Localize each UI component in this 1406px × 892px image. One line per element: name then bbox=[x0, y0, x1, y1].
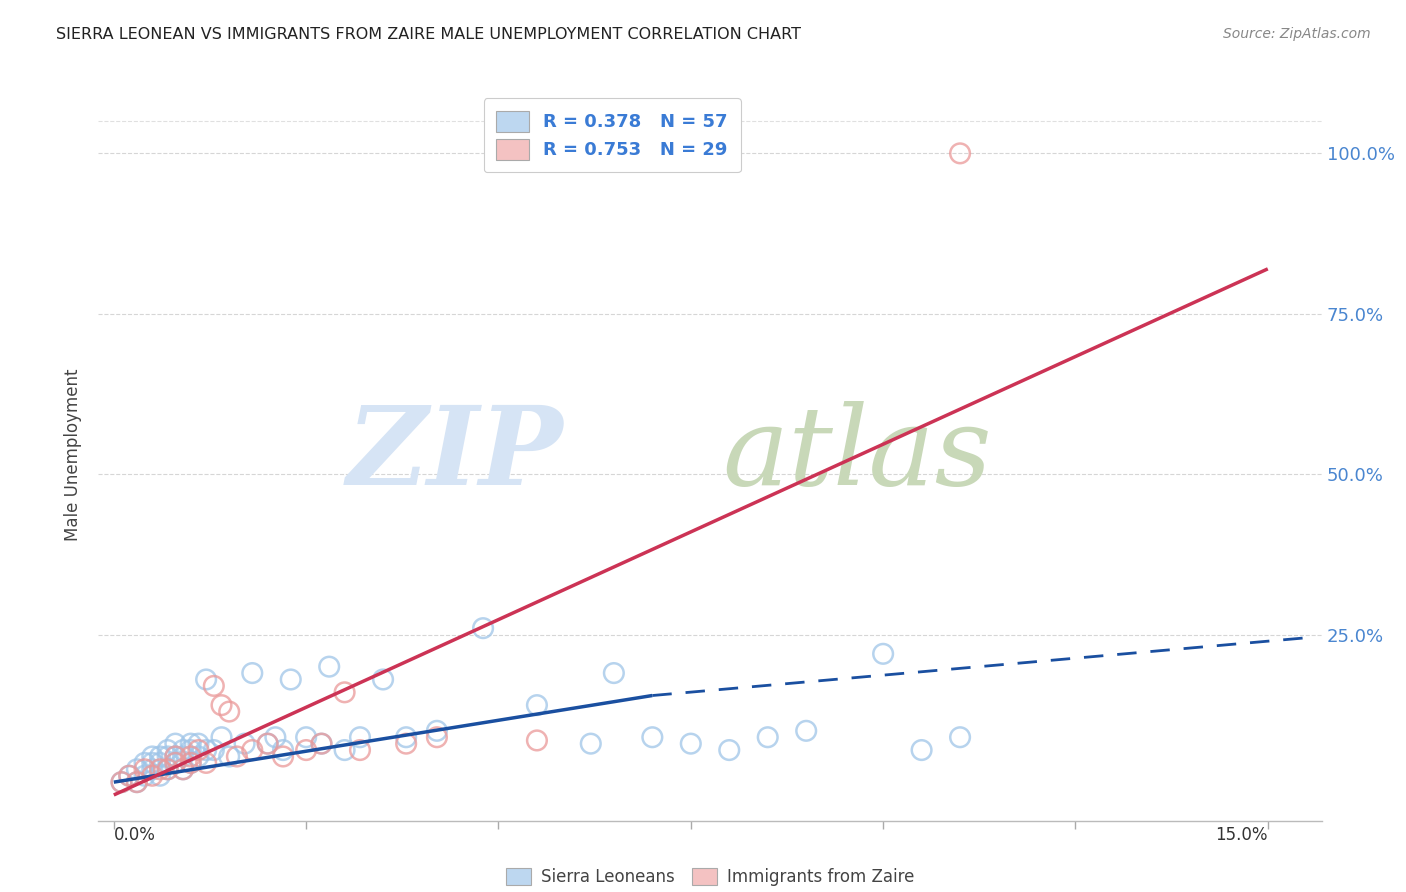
Point bbox=[149, 749, 172, 764]
Point bbox=[118, 769, 141, 783]
Point bbox=[187, 737, 209, 751]
Point bbox=[349, 743, 371, 757]
Point bbox=[472, 621, 495, 635]
Point bbox=[333, 743, 356, 757]
Point bbox=[125, 775, 148, 789]
Point bbox=[156, 749, 179, 764]
Point bbox=[195, 673, 218, 687]
Point bbox=[264, 730, 287, 744]
Legend: Sierra Leoneans, Immigrants from Zaire: Sierra Leoneans, Immigrants from Zaire bbox=[499, 862, 921, 892]
Point bbox=[156, 762, 179, 776]
Point bbox=[256, 737, 278, 751]
Point bbox=[134, 756, 156, 770]
Point bbox=[233, 737, 256, 751]
Point bbox=[949, 730, 972, 744]
Point bbox=[172, 749, 194, 764]
Point bbox=[426, 723, 449, 738]
Point bbox=[218, 705, 240, 719]
Point bbox=[756, 730, 779, 744]
Point bbox=[641, 730, 664, 744]
Point bbox=[195, 743, 218, 757]
Point bbox=[156, 762, 179, 776]
Point bbox=[311, 737, 333, 751]
Point bbox=[202, 743, 225, 757]
Text: 0.0%: 0.0% bbox=[114, 826, 156, 844]
Point bbox=[141, 749, 163, 764]
Point bbox=[141, 762, 163, 776]
Point bbox=[526, 733, 548, 747]
Point bbox=[165, 749, 187, 764]
Point bbox=[371, 673, 394, 687]
Point bbox=[187, 743, 209, 757]
Point bbox=[187, 749, 209, 764]
Point bbox=[211, 698, 233, 713]
Point bbox=[180, 737, 202, 751]
Point bbox=[110, 775, 132, 789]
Point bbox=[211, 730, 233, 744]
Point bbox=[256, 737, 278, 751]
Point bbox=[218, 749, 240, 764]
Point bbox=[333, 685, 356, 699]
Point bbox=[225, 749, 247, 764]
Point bbox=[141, 769, 163, 783]
Point bbox=[118, 769, 141, 783]
Point bbox=[125, 762, 148, 776]
Point bbox=[395, 737, 418, 751]
Point bbox=[165, 749, 187, 764]
Text: atlas: atlas bbox=[723, 401, 991, 508]
Point bbox=[180, 756, 202, 770]
Point bbox=[172, 762, 194, 776]
Point bbox=[240, 743, 263, 757]
Text: SIERRA LEONEAN VS IMMIGRANTS FROM ZAIRE MALE UNEMPLOYMENT CORRELATION CHART: SIERRA LEONEAN VS IMMIGRANTS FROM ZAIRE … bbox=[56, 27, 801, 42]
Point bbox=[180, 749, 202, 764]
Point bbox=[295, 743, 318, 757]
Point bbox=[603, 666, 626, 681]
Point bbox=[125, 775, 148, 789]
Point bbox=[240, 666, 263, 681]
Point bbox=[195, 756, 218, 770]
Text: Source: ZipAtlas.com: Source: ZipAtlas.com bbox=[1223, 27, 1371, 41]
Point bbox=[134, 769, 156, 783]
Point bbox=[165, 756, 187, 770]
Point bbox=[679, 737, 702, 751]
Point bbox=[149, 756, 172, 770]
Point bbox=[718, 743, 741, 757]
Point bbox=[134, 762, 156, 776]
Point bbox=[149, 762, 172, 776]
Point bbox=[579, 737, 602, 751]
Point bbox=[526, 698, 548, 713]
Point bbox=[180, 756, 202, 770]
Point bbox=[311, 737, 333, 751]
Point bbox=[271, 749, 294, 764]
Point bbox=[295, 730, 318, 744]
Point bbox=[318, 659, 340, 673]
Point bbox=[156, 743, 179, 757]
Point bbox=[949, 146, 972, 161]
Point bbox=[395, 730, 418, 744]
Point bbox=[172, 762, 194, 776]
Point bbox=[280, 673, 302, 687]
Point bbox=[202, 679, 225, 693]
Point bbox=[794, 723, 817, 738]
Point bbox=[910, 743, 932, 757]
Y-axis label: Male Unemployment: Male Unemployment bbox=[65, 368, 83, 541]
Point bbox=[426, 730, 449, 744]
Point bbox=[165, 737, 187, 751]
Point bbox=[872, 647, 894, 661]
Point bbox=[172, 743, 194, 757]
Text: ZIP: ZIP bbox=[347, 401, 564, 508]
Point bbox=[141, 756, 163, 770]
Point bbox=[271, 743, 294, 757]
Point bbox=[180, 743, 202, 757]
Point bbox=[149, 769, 172, 783]
Point bbox=[110, 775, 132, 789]
Text: 15.0%: 15.0% bbox=[1215, 826, 1268, 844]
Point bbox=[349, 730, 371, 744]
Point bbox=[165, 756, 187, 770]
